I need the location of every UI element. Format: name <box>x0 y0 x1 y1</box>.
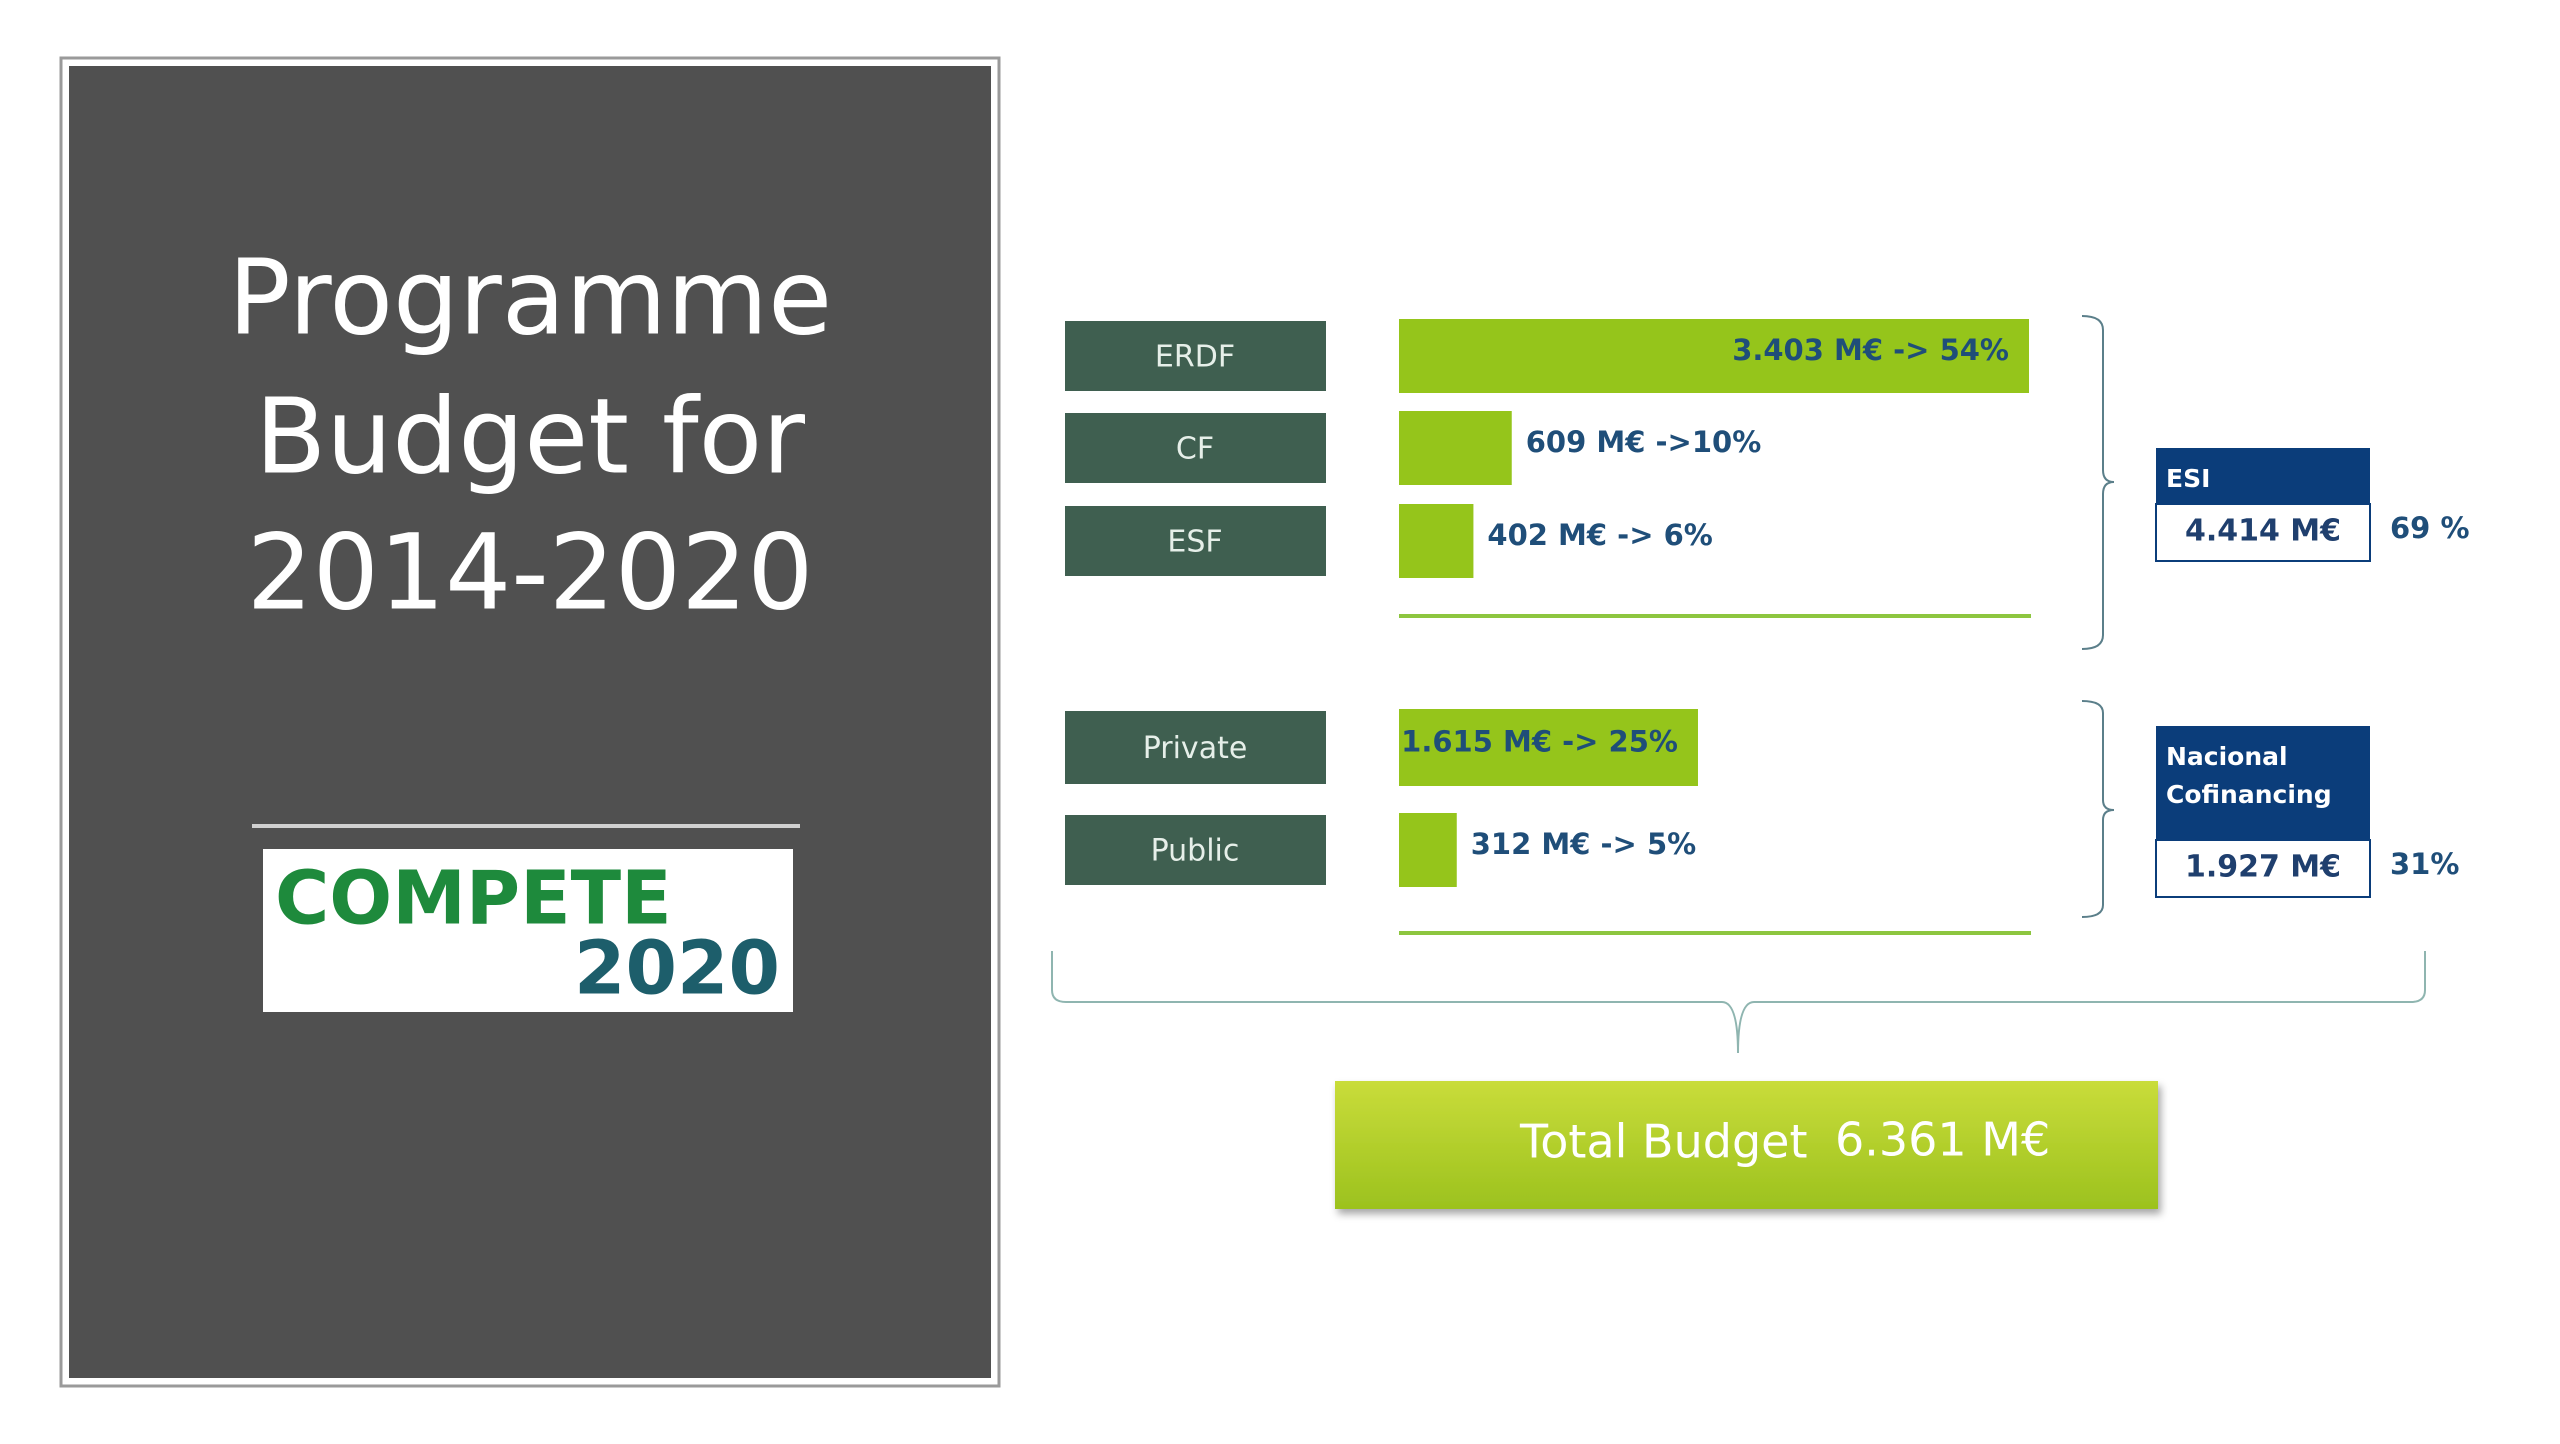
bar <box>1399 411 1512 485</box>
group-amount-box <box>2155 503 2371 562</box>
group-header <box>2156 448 2370 504</box>
group-name: Nacional Cofinancing <box>2166 742 2332 809</box>
group-amount: 1.927 M€ <box>2185 850 2341 885</box>
group-share: 31% <box>2390 847 2459 881</box>
logo-year: 2020 <box>574 926 780 1012</box>
row-label-box <box>1065 506 1326 576</box>
group-header <box>2156 726 2370 840</box>
row-label-box <box>1065 711 1326 784</box>
title: Programme Budget for 2014-2020 <box>228 236 832 633</box>
brace <box>1051 951 2426 1054</box>
row-label: ESF <box>1167 525 1222 560</box>
total-amount: 6.361 M€ <box>1835 1113 2050 1167</box>
value-label: 312 M€ -> 5% <box>1471 827 1696 861</box>
bar <box>1399 504 1474 578</box>
panel <box>69 66 991 1378</box>
group-share: 69 % <box>2390 511 2470 545</box>
logo-word: COMPETE <box>275 856 672 942</box>
logo-box <box>263 849 793 1012</box>
value-label: 402 M€ -> 6% <box>1487 518 1712 552</box>
value-label: 609 M€ ->10% <box>1526 425 1762 459</box>
value-label: 1.615 M€ -> 25% <box>1401 725 1678 759</box>
row-label: Private <box>1143 731 1248 766</box>
group-amount: 4.414 M€ <box>2185 514 2341 549</box>
bar <box>1399 319 2029 393</box>
row-label: ERDF <box>1155 340 1235 375</box>
bar <box>1399 709 1698 786</box>
row-label-box <box>1065 815 1326 885</box>
row-label: Public <box>1151 834 1240 869</box>
group-amount-box <box>2155 839 2371 898</box>
brace <box>2081 315 2115 650</box>
title-line: 2014-2020 <box>247 511 814 633</box>
title-line: Programme <box>228 236 832 358</box>
title-line: Budget for <box>255 375 805 497</box>
row-label-box <box>1065 413 1326 483</box>
value-label: 3.403 M€ -> 54% <box>1732 333 2009 367</box>
bar <box>1399 813 1457 887</box>
brace <box>2081 700 2115 918</box>
row-label-box <box>1065 321 1326 391</box>
total-label: Total Budget <box>1519 1115 1808 1169</box>
row-label: CF <box>1176 432 1214 467</box>
total-box <box>1335 1081 2158 1209</box>
